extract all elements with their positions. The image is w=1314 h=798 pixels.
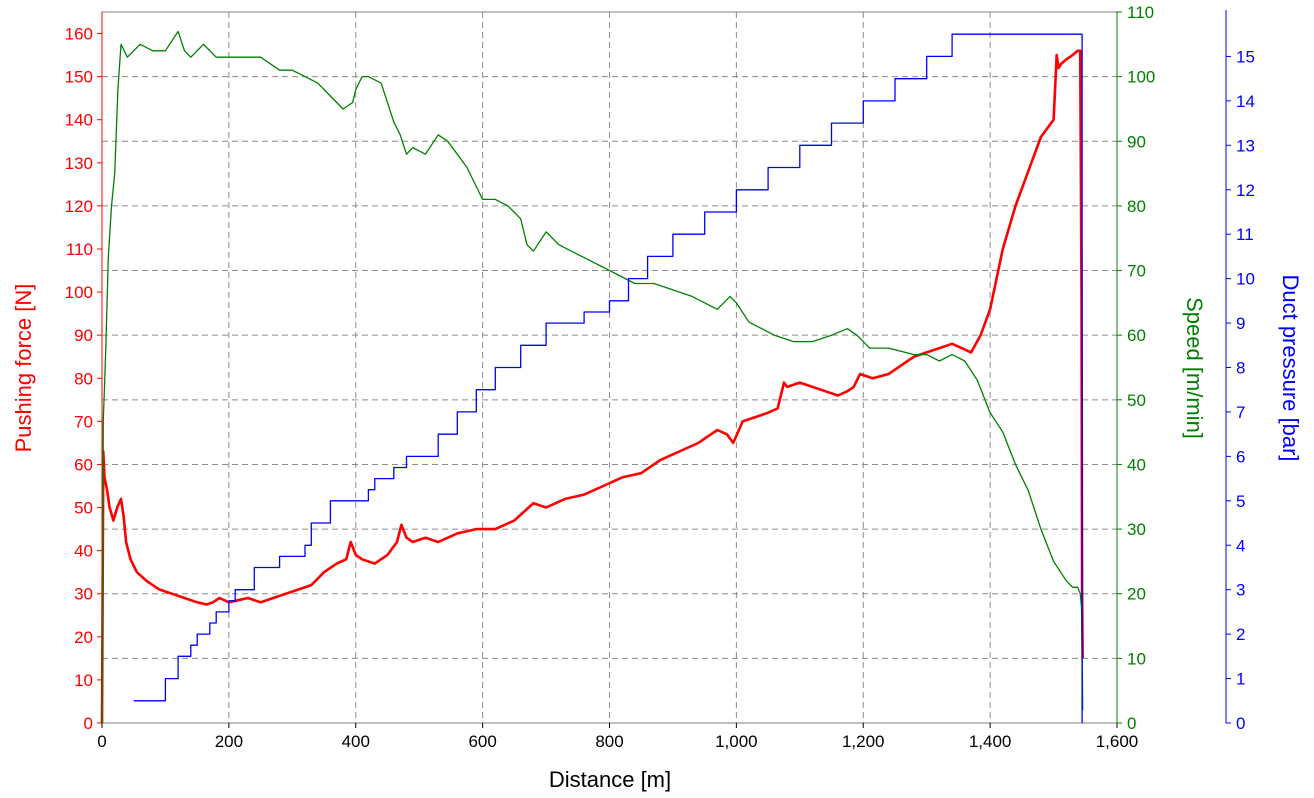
x-tick-label: 400: [342, 732, 370, 751]
force-tick-label: 80: [74, 369, 93, 388]
force-tick-label: 140: [65, 111, 93, 130]
x-tick-label: 200: [215, 732, 243, 751]
pressure-tick-label: 12: [1236, 181, 1255, 200]
force-tick-label: 50: [74, 499, 93, 518]
speed-tick-label: 30: [1127, 520, 1146, 539]
speed-series-line: [101, 30, 1084, 724]
pressure-tick-label: 8: [1236, 359, 1245, 378]
force-tick-label: 10: [74, 671, 93, 690]
force-tick-label: 40: [74, 542, 93, 561]
y-axis-title-speed: Speed [m/min]: [1182, 297, 1207, 439]
pressure-tick-label: 15: [1236, 47, 1255, 66]
grid: [102, 12, 1117, 723]
speed-tick-label: 90: [1127, 132, 1146, 151]
pressure-tick-label: 2: [1236, 625, 1245, 644]
pressure-tick-label: 3: [1236, 581, 1245, 600]
speed-tick-label: 50: [1127, 391, 1146, 410]
force-tick-label: 120: [65, 197, 93, 216]
x-axis-title: Distance [m]: [549, 767, 671, 792]
y-axis-title-pressure: Duct pressure [bar]: [1278, 274, 1303, 461]
force-tick-label: 0: [84, 714, 93, 733]
x-tick-label: 1,000: [715, 732, 758, 751]
pressure-tick-label: 10: [1236, 270, 1255, 289]
x-tick-label: 0: [97, 732, 106, 751]
x-tick-label: 1,600: [1096, 732, 1139, 751]
pressure-tick-label: 5: [1236, 492, 1245, 511]
speed-tick-label: 110: [1127, 3, 1154, 22]
force-tick-label: 160: [65, 25, 93, 44]
force-tick-label: 90: [74, 326, 93, 345]
speed-tick-label: 0: [1127, 714, 1136, 733]
x-tick-label: 1,200: [842, 732, 885, 751]
force-tick-label: 60: [74, 455, 93, 474]
x-tick-label: 800: [595, 732, 623, 751]
pressure-tick-label: 13: [1236, 136, 1255, 155]
speed-tick-label: 80: [1127, 197, 1146, 216]
force-tick-label: 100: [65, 283, 93, 302]
pressure-series-line: [133, 33, 1083, 723]
speed-tick-label: 60: [1127, 326, 1146, 345]
x-tick-label: 600: [468, 732, 496, 751]
pressure-tick-label: 4: [1236, 536, 1245, 555]
pressure-tick-label: 14: [1236, 92, 1255, 111]
pressure-tick-label: 7: [1236, 403, 1245, 422]
tick-labels: 0 200 400 600 800 1,000 1,200 1,400 1,6000102030…: [65, 3, 1255, 751]
force-tick-label: 150: [65, 68, 93, 87]
force-series-line: [100, 49, 1084, 724]
speed-tick-label: 100: [1127, 68, 1155, 87]
force-tick-label: 70: [74, 412, 93, 431]
speed-tick-label: 40: [1127, 455, 1146, 474]
pressure-tick-label: 1: [1236, 670, 1245, 689]
pressure-tick-label: 0: [1236, 714, 1245, 733]
pressure-tick-label: 11: [1236, 225, 1254, 244]
speed-tick-label: 70: [1127, 262, 1146, 281]
series: [100, 30, 1084, 724]
force-tick-label: 30: [74, 585, 93, 604]
y-axis-title-force: Pushing force [N]: [11, 284, 36, 453]
speed-tick-label: 20: [1127, 585, 1146, 604]
x-tick-label: 1,400: [969, 732, 1012, 751]
force-tick-label: 130: [65, 154, 93, 173]
axes: [97, 10, 1231, 728]
speed-tick-label: 10: [1127, 649, 1146, 668]
pressure-tick-label: 6: [1236, 447, 1245, 466]
pressure-tick-label: 9: [1236, 314, 1245, 333]
force-tick-label: 20: [74, 628, 93, 647]
force-tick-label: 110: [66, 240, 93, 259]
